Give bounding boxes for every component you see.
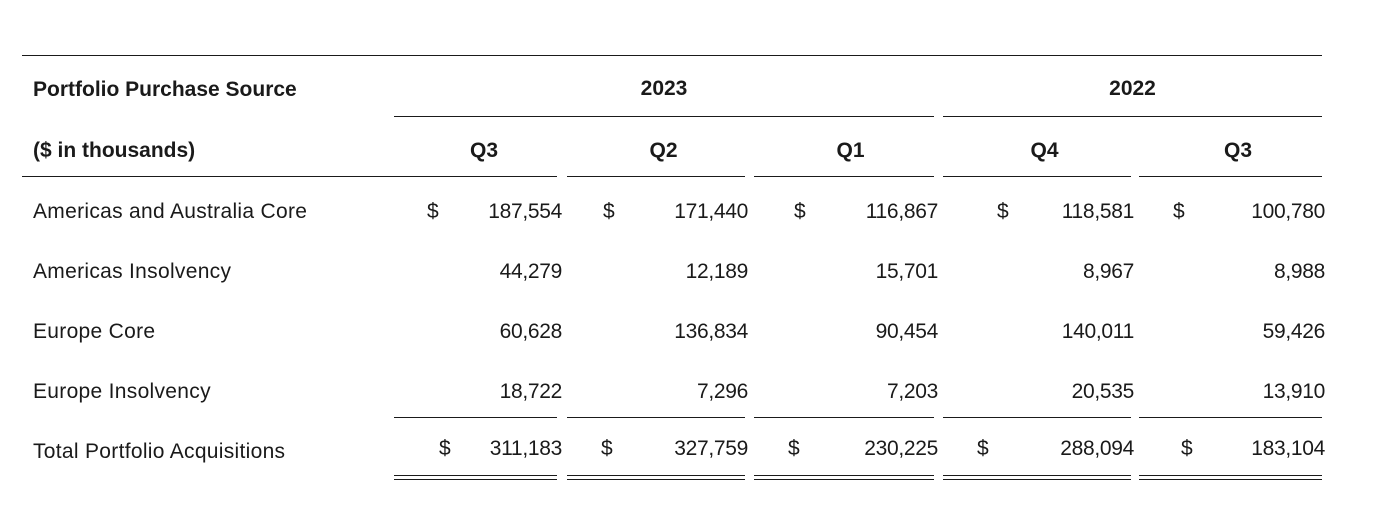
cell-value: 118,581	[1061, 200, 1135, 223]
cell-value: 12,189	[685, 260, 749, 283]
header-bottom-rule	[754, 176, 934, 177]
table-title: Portfolio Purchase Source	[33, 78, 297, 101]
cell-value: 100,780	[1251, 200, 1325, 223]
total-double-rule	[567, 479, 745, 480]
quarter-header: Q3	[469, 139, 498, 162]
total-double-rule	[1139, 475, 1322, 476]
currency-symbol: $	[794, 200, 806, 223]
cell-value: 171,440	[674, 200, 748, 223]
currency-symbol: $	[427, 200, 439, 223]
total-double-rule	[943, 479, 1131, 480]
year-2022-rule	[943, 116, 1322, 117]
row-label: Europe Insolvency	[33, 380, 211, 403]
total-double-rule	[394, 475, 557, 476]
subtotal-rule	[567, 417, 745, 418]
header-bottom-rule	[943, 176, 1131, 177]
header-bottom-rule	[567, 176, 745, 177]
total-value: 183,104	[1251, 437, 1325, 460]
total-value: 288,094	[1060, 437, 1134, 460]
currency-symbol: $	[997, 200, 1009, 223]
cell-value: 59,426	[1262, 320, 1326, 343]
cell-value: 116,867	[865, 200, 939, 223]
cell-value: 20,535	[1071, 380, 1135, 403]
cell-value: 44,279	[499, 260, 563, 283]
table-subtitle: ($ in thousands)	[33, 139, 196, 162]
table-top-rule	[22, 55, 1322, 56]
subtotal-rule	[394, 417, 557, 418]
row-label: Americas and Australia Core	[33, 200, 308, 223]
row-label: Europe Core	[33, 320, 156, 343]
cell-value: 140,011	[1061, 320, 1135, 343]
subtotal-rule	[754, 417, 934, 418]
total-value: 311,183	[489, 437, 563, 460]
total-value: 327,759	[674, 437, 748, 460]
cell-value: 136,834	[674, 320, 748, 343]
cell-value: 13,910	[1262, 380, 1326, 403]
year-header-2023: 2023	[640, 77, 688, 100]
total-double-rule	[754, 479, 934, 480]
total-label: Total Portfolio Acquisitions	[33, 440, 286, 463]
total-double-rule	[943, 475, 1131, 476]
quarter-header: Q4	[1030, 139, 1059, 162]
cell-value: 60,628	[499, 320, 563, 343]
row-label: Americas Insolvency	[33, 260, 232, 283]
currency-symbol: $	[1181, 437, 1193, 460]
currency-symbol: $	[977, 437, 989, 460]
total-double-rule	[567, 475, 745, 476]
currency-symbol: $	[1173, 200, 1185, 223]
currency-symbol: $	[601, 437, 613, 460]
year-2023-rule	[394, 116, 934, 117]
year-header-2022: 2022	[1109, 77, 1156, 100]
cell-value: 15,701	[875, 260, 939, 283]
cell-value: 18,722	[499, 380, 563, 403]
cell-value: 7,203	[886, 380, 938, 403]
currency-symbol: $	[439, 437, 451, 460]
quarter-header: Q1	[836, 139, 865, 162]
header-bottom-rule	[22, 176, 557, 177]
quarter-header: Q2	[649, 139, 678, 162]
cell-value: 90,454	[875, 320, 939, 343]
subtotal-rule	[943, 417, 1131, 418]
header-bottom-rule	[1139, 176, 1322, 177]
currency-symbol: $	[603, 200, 615, 223]
cell-value: 8,988	[1273, 260, 1325, 283]
total-double-rule	[1139, 479, 1322, 480]
total-double-rule	[394, 479, 557, 480]
subtotal-rule	[1139, 417, 1322, 418]
currency-symbol: $	[788, 437, 800, 460]
quarter-header: Q3	[1223, 139, 1252, 162]
cell-value: 187,554	[488, 200, 562, 223]
cell-value: 7,296	[696, 380, 748, 403]
total-double-rule	[754, 475, 934, 476]
cell-value: 8,967	[1082, 260, 1134, 283]
total-value: 230,225	[864, 437, 938, 460]
